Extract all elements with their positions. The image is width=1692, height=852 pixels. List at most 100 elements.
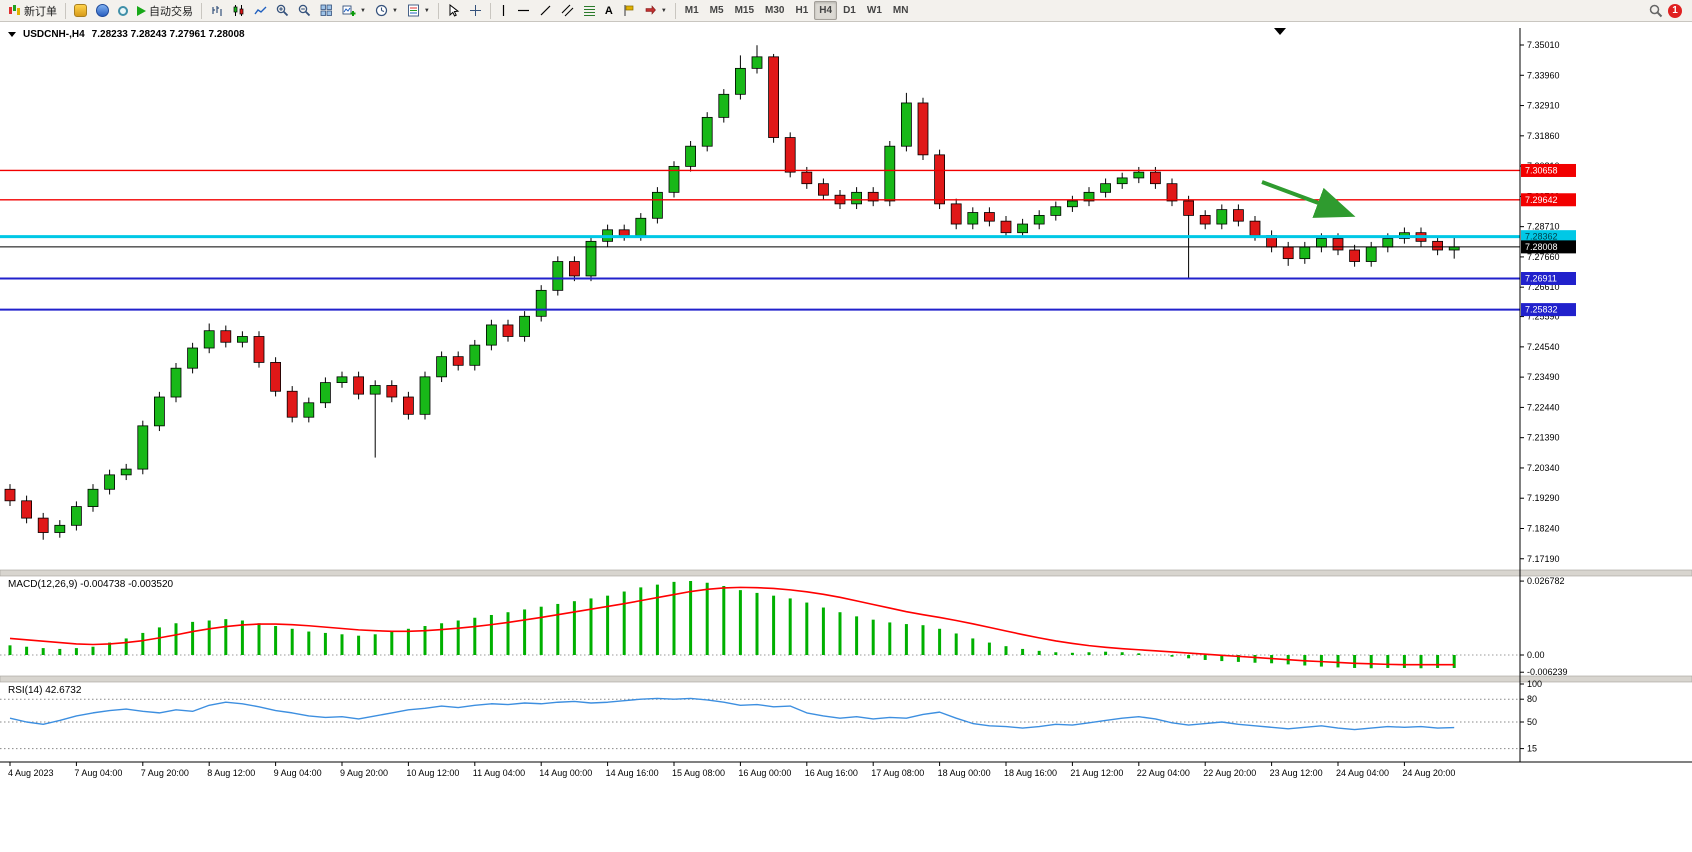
channel-tool-button[interactable] [557,1,578,20]
auto-trading-icon [137,5,146,16]
pane-splitter-rsi [0,675,1692,683]
vertical-line-tool-button[interactable] [495,1,512,20]
candle-bull [303,402,315,418]
svg-text:18 Aug 16:00: 18 Aug 16:00 [1004,768,1057,778]
candle-bear [21,500,33,519]
cursor-icon [449,4,460,17]
svg-text:7.28008: 7.28008 [1525,242,1558,252]
svg-text:11 Aug 04:00: 11 Aug 04:00 [473,768,525,778]
market-watch-button[interactable] [70,1,91,20]
cursor-tool-button[interactable] [443,1,464,20]
templates-button[interactable]: ▼ [403,1,434,20]
vertical-line-icon [502,5,504,16]
time-axis: 4 Aug 2023 7 Aug 04:00 7 Aug 20:00 8 Aug 12… [8,762,1455,778]
candle-bull [1067,200,1078,208]
candle-bull [685,145,696,167]
horizontal-line-tool-button[interactable] [513,1,534,20]
svg-text:15: 15 [1527,744,1537,754]
trendline-tool-button[interactable] [535,1,556,20]
dropdown-caret-icon: ▼ [660,7,667,14]
rsi-pane: 100 80 50 15 [0,679,1542,754]
candle-bear [502,324,514,337]
candle-bear [253,336,265,363]
zoom-out-button[interactable] [294,1,315,20]
svg-text:7.25832: 7.25832 [1525,305,1558,315]
chart-canvas[interactable]: 7.350107.339607.329107.318607.308107.297… [0,22,1692,852]
candle-bear [867,191,879,202]
svg-text:7.31860: 7.31860 [1527,131,1560,141]
new-chart-button[interactable]: ▼ [338,1,370,20]
timeframe-m30-button[interactable]: M30 [760,1,789,20]
svg-text:8 Aug 12:00: 8 Aug 12:00 [207,768,255,778]
timeframe-mn-button[interactable]: MN [888,1,914,20]
macd-signal-line [9,586,1455,666]
timeframe-w1-button[interactable]: W1 [862,1,887,20]
timeframe-h4-button[interactable]: H4 [814,1,838,20]
candle-bear [353,376,365,395]
strategy-tester-button[interactable] [114,1,132,20]
new-order-button[interactable]: 新订单 [4,1,61,20]
crosshair-tool-button[interactable] [465,1,486,20]
svg-text:15 Aug 08:00: 15 Aug 08:00 [672,768,725,778]
svg-text:21 Aug 12:00: 21 Aug 12:00 [1070,768,1123,778]
search-button[interactable] [1645,1,1667,20]
svg-text:24 Aug 04:00: 24 Aug 04:00 [1336,768,1389,778]
candle-bull [436,356,448,378]
candlestick-mode-button[interactable] [228,1,249,20]
candle-bull [701,116,713,147]
candle-bull [1365,246,1377,262]
auto-trading-button[interactable]: 自动交易 [133,1,197,20]
fibonacci-tool-button[interactable] [579,1,600,20]
bar-chart-mode-button[interactable] [206,1,227,20]
periods-clock-icon [375,4,388,17]
candle-bull [652,191,663,219]
candle-bear [452,356,464,366]
candle-bear [984,212,995,222]
text-tool-button[interactable]: A [601,1,617,20]
toolbar-separator [65,2,66,19]
tile-windows-icon [320,4,332,16]
svg-text:14 Aug 00:00: 14 Aug 00:00 [539,768,592,778]
svg-text:7.20340: 7.20340 [1527,463,1560,473]
notification-badge[interactable]: 1 [1668,3,1682,18]
timeframe-m15-button[interactable]: M15 [730,1,759,20]
svg-text:0.00: 0.00 [1527,650,1545,660]
price-badge-support-2 [1521,303,1576,317]
bar-chart-icon [212,6,222,16]
toolbar-separator [674,2,676,19]
svg-text:22 Aug 20:00: 22 Aug 20:00 [1203,768,1256,778]
candle-bear [1166,183,1178,202]
navigator-button[interactable] [92,1,113,20]
chart-ohlc-quotes: 7.28233 7.28243 7.27961 7.28008 [91,29,245,40]
shapes-tool-button[interactable]: ▼ [640,1,671,20]
timeframe-d1-button[interactable]: D1 [838,1,861,20]
channel-icon [561,4,574,17]
svg-text:7 Aug 04:00: 7 Aug 04:00 [74,768,122,778]
label-tool-button[interactable] [618,1,639,20]
template-icon [407,4,419,17]
candle-bear [4,488,16,502]
tile-windows-button[interactable] [316,1,337,20]
rsi-indicator-label: RSI(14) 42.6732 [8,685,82,696]
timeframe-h1-button[interactable]: H1 [790,1,813,20]
svg-text:100: 100 [1527,679,1542,689]
candle-bear [801,171,813,185]
dropdown-caret-icon: ▼ [391,7,398,14]
svg-text:7.22440: 7.22440 [1527,402,1560,412]
timeframe-m5-button[interactable]: M5 [705,1,729,20]
text-tool-icon: A [604,4,613,17]
candle-bull [1299,246,1311,260]
zoom-in-button[interactable] [272,1,293,20]
svg-text:7.24540: 7.24540 [1527,342,1560,352]
candle-bull [668,165,680,193]
toolbar-separator [489,2,491,19]
price-axis: 7.350107.339607.329107.318607.308107.297… [1520,40,1560,564]
horizontal-line-icon [517,9,529,12]
candle-bull [120,468,132,476]
candle-bull [1316,238,1327,248]
svg-text:10 Aug 12:00: 10 Aug 12:00 [406,768,459,778]
line-chart-mode-button[interactable] [250,1,271,20]
periods-button[interactable]: ▼ [371,1,402,20]
candle-bear [1000,220,1012,234]
timeframe-m1-button[interactable]: M1 [680,1,704,20]
